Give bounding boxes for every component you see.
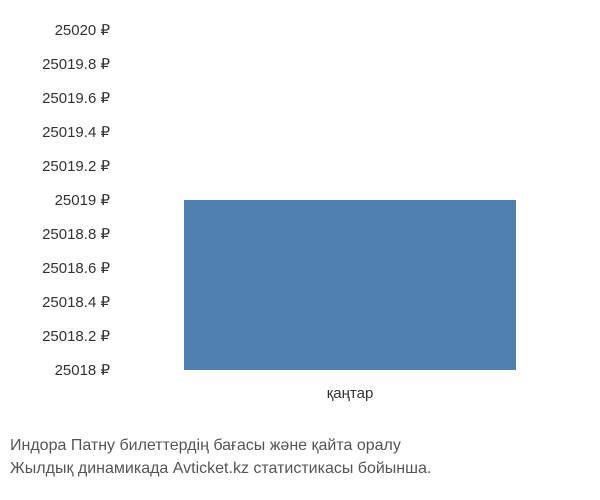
y-tick-label: 25018.2 ₽ <box>42 327 110 345</box>
y-tick-label: 25020 ₽ <box>55 21 110 39</box>
chart-container: 25020 ₽ 25019.8 ₽ 25019.6 ₽ 25019.4 ₽ 25019.… <box>0 20 600 400</box>
bar <box>184 200 515 370</box>
y-axis: 25020 ₽ 25019.8 ₽ 25019.6 ₽ 25019.4 ₽ 25019.… <box>0 20 120 400</box>
y-tick-label: 25019.6 ₽ <box>42 89 110 107</box>
plot-area: қаңтар <box>120 30 580 370</box>
y-tick-label: 25019.2 ₽ <box>42 157 110 175</box>
x-tick-label: қаңтар <box>327 385 374 402</box>
y-tick-label: 25019.4 ₽ <box>42 123 110 141</box>
caption-line-2: Жылдық динамикада Avticket.kz статистика… <box>10 458 590 480</box>
caption-line-1: Индора Патну билеттердің бағасы және қай… <box>10 435 590 457</box>
y-tick-label: 25019.8 ₽ <box>42 55 110 73</box>
y-tick-label: 25019 ₽ <box>55 191 110 209</box>
chart-caption: Индора Патну билеттердің бағасы және қай… <box>10 435 590 480</box>
y-tick-label: 25018.4 ₽ <box>42 293 110 311</box>
y-tick-label: 25018 ₽ <box>55 361 110 379</box>
y-tick-label: 25018.6 ₽ <box>42 259 110 277</box>
y-tick-label: 25018.8 ₽ <box>42 225 110 243</box>
